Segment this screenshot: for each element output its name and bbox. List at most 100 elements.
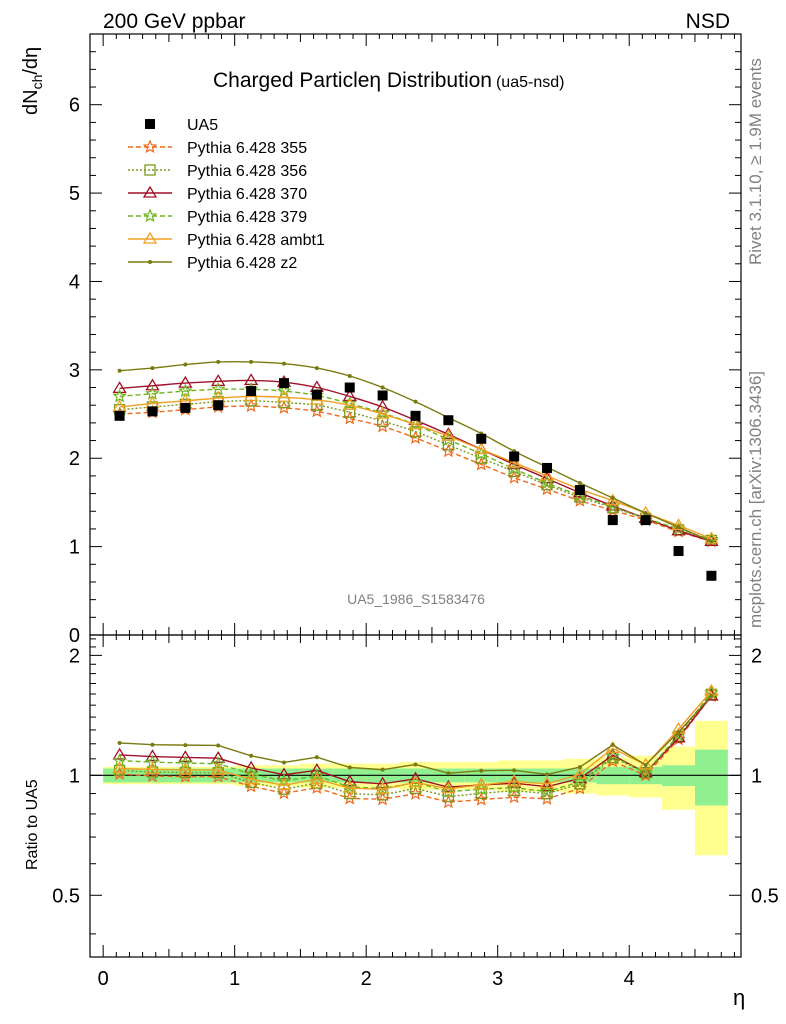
series-marker-p379 — [375, 405, 390, 420]
series-marker-z2 — [380, 385, 385, 390]
ratio-marker-ambt1 — [474, 777, 489, 790]
series-line-z2 — [119, 360, 712, 542]
series-marker-p355 — [539, 481, 555, 496]
series-marker-ambt1 — [276, 389, 292, 402]
data-point-ua5 — [509, 451, 520, 462]
series-marker-z2 — [281, 361, 286, 366]
ratio-y-tick-label: 1 — [69, 765, 80, 787]
ratio-marker-z2 — [183, 743, 188, 748]
y-tick-label: 5 — [69, 183, 80, 205]
ratio-marker-p356 — [541, 788, 553, 800]
series-line-p356 — [119, 400, 712, 542]
series-marker-p355 — [474, 456, 489, 471]
ratio-y-tick-label: 0.5 — [52, 885, 80, 907]
ratio-marker-p355 — [539, 791, 555, 805]
header-right: NSD — [686, 10, 730, 33]
ratio-marker-z2 — [314, 755, 319, 760]
series-marker-ambt1 — [474, 442, 489, 455]
ratio-marker-p370 — [145, 749, 160, 762]
series-marker-z2 — [117, 368, 122, 373]
ratio-marker-ambt1 — [145, 762, 160, 774]
ratio-marker-p379 — [210, 756, 226, 770]
x-tick-label: 3 — [492, 968, 503, 990]
series-marker-z2 — [709, 539, 714, 544]
ratio-marker-z2 — [643, 762, 648, 767]
main-series-layer — [112, 359, 719, 581]
series-marker-p355 — [276, 400, 292, 414]
x-tick-label: 0 — [98, 968, 109, 990]
ratio-marker-p355 — [243, 778, 259, 793]
ratio-marker-p370 — [441, 779, 456, 792]
data-point-ua5 — [311, 389, 322, 400]
series-marker-ambt1 — [342, 397, 357, 410]
series-marker-p370 — [211, 374, 226, 386]
ratio-panel-frame — [89, 634, 742, 958]
data-point-ua5 — [213, 400, 224, 411]
series-marker-p355 — [243, 398, 259, 413]
data-point-ua5 — [607, 515, 618, 526]
x-tick-label: 2 — [361, 968, 372, 990]
ratio-marker-z2 — [577, 765, 582, 770]
x-axis-label: η — [733, 985, 745, 1010]
legend-label-p356: Pythia 6.428 356 — [187, 163, 307, 180]
series-marker-ambt1 — [539, 468, 555, 481]
legend-marker-p379 — [142, 208, 158, 223]
ratio-marker-p355 — [408, 786, 423, 800]
ratio-marker-z2 — [545, 772, 550, 777]
header-left: 200 GeV ppbar — [103, 10, 245, 33]
data-point-ua5 — [640, 515, 651, 526]
ratio-marker-p379 — [408, 774, 423, 789]
legend-label-data: UA5 — [187, 117, 218, 134]
side-label-mcplots: mcplots.cern.ch [arXiv:1306.3436] — [746, 371, 765, 628]
ratio-marker-p379 — [638, 765, 653, 779]
ratio-marker-z2 — [610, 742, 615, 747]
ratio-marker-ambt1 — [572, 767, 588, 779]
series-marker-z2 — [216, 359, 221, 364]
ratio-marker-ambt1 — [211, 762, 226, 775]
ratio-marker-ambt1 — [342, 780, 357, 793]
ratio-marker-p379 — [605, 748, 620, 763]
series-line-p370 — [119, 379, 712, 542]
legend-label-p379: Pythia 6.428 379 — [187, 209, 307, 226]
data-point-ua5 — [476, 433, 487, 444]
series-marker-z2 — [413, 399, 418, 404]
series-marker-z2 — [643, 511, 648, 516]
ratio-marker-p370 — [375, 776, 390, 789]
data-point-ua5 — [114, 410, 125, 421]
y-tick-label: 0 — [69, 625, 80, 647]
ratio-marker-z2 — [380, 767, 385, 772]
ratio-marker-p370 — [112, 747, 127, 760]
data-point-ua5 — [377, 390, 388, 401]
ratio-marker-ambt1 — [539, 776, 555, 789]
ratio-marker-p379 — [375, 781, 390, 795]
series-marker-p355 — [408, 430, 423, 445]
series-marker-p379 — [539, 475, 555, 490]
ratio-marker-p379 — [572, 774, 588, 788]
ratio-marker-z2 — [281, 760, 286, 765]
legend-label-z2: Pythia 6.428 z2 — [187, 255, 297, 272]
data-point-ua5 — [542, 462, 553, 473]
ratio-marker-z2 — [249, 753, 254, 758]
series-marker-z2 — [183, 362, 188, 367]
ratio-series-layer — [112, 683, 719, 809]
ratio-marker-p379 — [243, 766, 259, 781]
x-tick-label: 4 — [624, 968, 635, 990]
series-marker-ambt1 — [441, 428, 456, 441]
ratio-marker-p370 — [638, 765, 653, 778]
ratio-marker-z2 — [676, 730, 681, 735]
data-point-ua5 — [574, 485, 585, 496]
ratio-line-p356 — [119, 693, 712, 798]
ratio-marker-ambt1 — [178, 762, 193, 775]
ratio-marker-ambt1 — [408, 775, 423, 788]
ratio-marker-p379 — [145, 754, 160, 769]
ratio-marker-z2 — [446, 771, 451, 776]
ratio-marker-p355 — [474, 792, 489, 806]
ratio-marker-z2 — [117, 740, 122, 745]
side-label-rivet: Rivet 3.1.10, ≥ 1.9M events — [746, 58, 765, 265]
ratio-marker-ambt1 — [112, 761, 127, 774]
ratio-marker-p379 — [342, 779, 357, 794]
ratio-y-tick-label-right: 0.5 — [751, 885, 779, 907]
ratio-marker-z2 — [512, 768, 517, 773]
legend-label-p370: Pythia 6.428 370 — [187, 186, 307, 203]
